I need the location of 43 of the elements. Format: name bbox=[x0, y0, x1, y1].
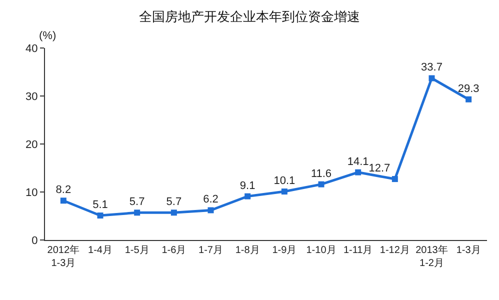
point bbox=[60, 198, 66, 204]
y-tick-label: 10 bbox=[26, 186, 38, 199]
chart-title: 全国房地产开发企业本年到位资金增速 bbox=[139, 9, 360, 24]
point bbox=[392, 176, 398, 182]
data-label: 12.7 bbox=[368, 162, 390, 175]
point bbox=[244, 193, 251, 200]
y-tick-label: 20 bbox=[26, 138, 38, 151]
point bbox=[355, 169, 362, 176]
point bbox=[208, 207, 214, 214]
data-label: 10.1 bbox=[274, 175, 296, 188]
data-label: 5.1 bbox=[92, 199, 108, 212]
x-tick-label: 1-6月 bbox=[162, 245, 186, 256]
y-axis-title: (%) bbox=[39, 30, 56, 42]
point bbox=[97, 212, 104, 219]
x-tick-label: 1-9月 bbox=[272, 245, 297, 256]
x-tick-label: 1-7月 bbox=[198, 245, 223, 256]
x-tick-label: 1-8月 bbox=[235, 245, 260, 256]
point bbox=[318, 181, 324, 188]
data-label: 5.7 bbox=[166, 196, 182, 208]
point bbox=[134, 210, 140, 216]
data-label: 11.6 bbox=[310, 168, 332, 180]
y-tick-label: 30 bbox=[26, 90, 38, 103]
data-label: 29.3 bbox=[458, 82, 480, 95]
point bbox=[466, 96, 472, 102]
data-label: 14.1 bbox=[347, 156, 369, 168]
point bbox=[281, 188, 288, 195]
x-tick-label: 2012年 1-3月 bbox=[47, 244, 80, 269]
data-label: 9.1 bbox=[240, 180, 256, 192]
point bbox=[170, 210, 177, 216]
y-tick-label: 40 bbox=[26, 42, 38, 55]
data-label: 8.2 bbox=[56, 184, 72, 196]
y-tick-label: 0 bbox=[32, 234, 38, 247]
x-tick-label: 1-5月 bbox=[124, 245, 150, 256]
x-tick-label: 2013年 1-2月 bbox=[416, 244, 448, 269]
data-label: 33.7 bbox=[421, 62, 442, 74]
x-tick-label: 1-3月 bbox=[456, 245, 481, 256]
x-tick-label: 1-4月 bbox=[88, 245, 112, 256]
data-label: 5.7 bbox=[129, 196, 145, 208]
data-label: 6.2 bbox=[203, 194, 218, 206]
x-tick-label: 1-10月 bbox=[306, 245, 336, 256]
point bbox=[428, 75, 435, 82]
x-tick-label: 1-12月 bbox=[380, 245, 410, 256]
x-tick-label: 1-11月 bbox=[343, 245, 373, 256]
